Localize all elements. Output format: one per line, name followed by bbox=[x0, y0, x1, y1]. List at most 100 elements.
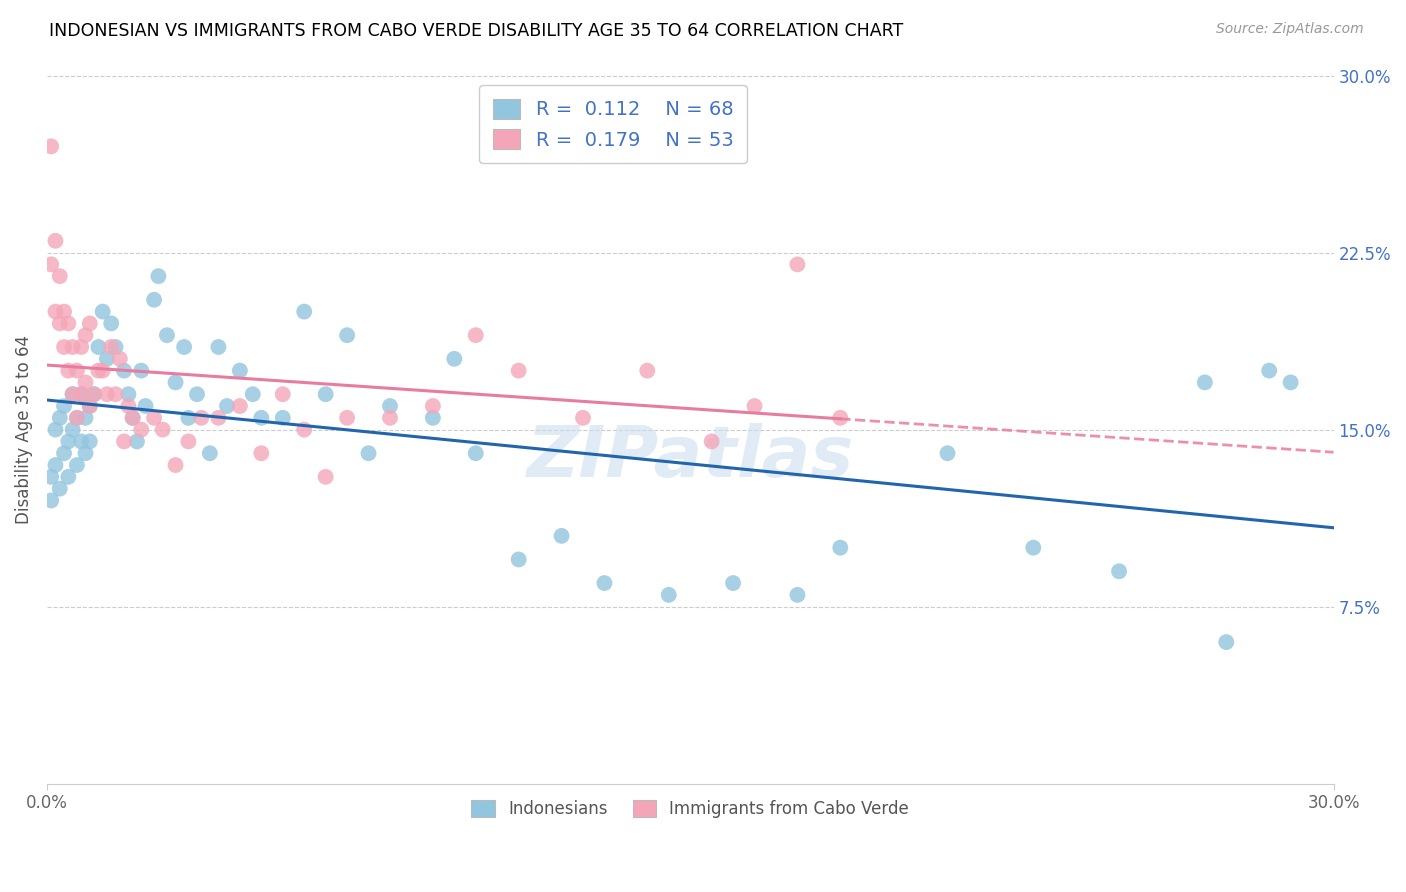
Point bbox=[70, 387, 93, 401]
Point bbox=[422, 410, 444, 425]
Point bbox=[336, 328, 359, 343]
Point bbox=[62, 387, 84, 401]
Point bbox=[357, 446, 380, 460]
Point bbox=[242, 387, 264, 401]
Point bbox=[177, 410, 200, 425]
Point bbox=[104, 387, 127, 401]
Point bbox=[39, 139, 62, 153]
Point bbox=[830, 541, 852, 555]
Point bbox=[572, 410, 595, 425]
Point bbox=[79, 399, 101, 413]
Point bbox=[550, 529, 572, 543]
Point bbox=[143, 410, 166, 425]
Point bbox=[744, 399, 766, 413]
Point bbox=[315, 470, 337, 484]
Point bbox=[70, 387, 93, 401]
Point bbox=[108, 351, 131, 366]
Point bbox=[96, 351, 118, 366]
Point bbox=[721, 576, 744, 591]
Point bbox=[66, 410, 89, 425]
Point bbox=[96, 387, 118, 401]
Point bbox=[165, 458, 187, 472]
Point bbox=[117, 399, 139, 413]
Point bbox=[75, 410, 97, 425]
Point bbox=[443, 351, 465, 366]
Point bbox=[44, 458, 66, 472]
Point bbox=[198, 446, 221, 460]
Point bbox=[58, 434, 80, 449]
Legend: Indonesians, Immigrants from Cabo Verde: Indonesians, Immigrants from Cabo Verde bbox=[465, 794, 915, 825]
Point bbox=[83, 387, 105, 401]
Point bbox=[250, 446, 273, 460]
Point bbox=[62, 423, 84, 437]
Point bbox=[66, 458, 89, 472]
Point bbox=[44, 304, 66, 318]
Point bbox=[66, 363, 89, 377]
Point bbox=[508, 552, 530, 566]
Point bbox=[271, 387, 294, 401]
Point bbox=[58, 317, 80, 331]
Point bbox=[100, 340, 122, 354]
Point bbox=[250, 410, 273, 425]
Point bbox=[229, 363, 252, 377]
Point bbox=[508, 363, 530, 377]
Point bbox=[129, 363, 152, 377]
Point bbox=[936, 446, 959, 460]
Point bbox=[830, 410, 852, 425]
Point bbox=[121, 410, 143, 425]
Text: INDONESIAN VS IMMIGRANTS FROM CABO VERDE DISABILITY AGE 35 TO 64 CORRELATION CHA: INDONESIAN VS IMMIGRANTS FROM CABO VERDE… bbox=[49, 22, 904, 40]
Point bbox=[91, 363, 114, 377]
Point bbox=[62, 387, 84, 401]
Point bbox=[44, 234, 66, 248]
Point bbox=[207, 410, 229, 425]
Point bbox=[49, 482, 72, 496]
Point bbox=[53, 446, 76, 460]
Point bbox=[786, 588, 808, 602]
Point bbox=[229, 399, 252, 413]
Point bbox=[100, 317, 122, 331]
Point bbox=[53, 340, 76, 354]
Point bbox=[636, 363, 658, 377]
Point bbox=[70, 340, 93, 354]
Point bbox=[292, 304, 315, 318]
Point bbox=[422, 399, 444, 413]
Point bbox=[129, 423, 152, 437]
Point bbox=[44, 423, 66, 437]
Point bbox=[39, 470, 62, 484]
Point bbox=[83, 387, 105, 401]
Point bbox=[66, 410, 89, 425]
Point bbox=[700, 434, 723, 449]
Point bbox=[464, 446, 486, 460]
Point bbox=[117, 387, 139, 401]
Point bbox=[87, 340, 110, 354]
Point bbox=[1279, 376, 1302, 390]
Point bbox=[464, 328, 486, 343]
Point bbox=[49, 269, 72, 284]
Point bbox=[165, 376, 187, 390]
Point bbox=[315, 387, 337, 401]
Point bbox=[53, 399, 76, 413]
Point bbox=[75, 376, 97, 390]
Point bbox=[336, 410, 359, 425]
Point bbox=[125, 434, 148, 449]
Point bbox=[173, 340, 195, 354]
Point bbox=[143, 293, 166, 307]
Point bbox=[186, 387, 208, 401]
Point bbox=[148, 269, 170, 284]
Point bbox=[292, 423, 315, 437]
Text: ZIPatlas: ZIPatlas bbox=[526, 424, 853, 492]
Point bbox=[378, 399, 401, 413]
Point bbox=[1215, 635, 1237, 649]
Point bbox=[58, 363, 80, 377]
Text: Source: ZipAtlas.com: Source: ZipAtlas.com bbox=[1216, 22, 1364, 37]
Point bbox=[593, 576, 616, 591]
Point bbox=[658, 588, 681, 602]
Point bbox=[75, 328, 97, 343]
Y-axis label: Disability Age 35 to 64: Disability Age 35 to 64 bbox=[15, 335, 32, 524]
Point bbox=[121, 410, 143, 425]
Point bbox=[49, 317, 72, 331]
Point bbox=[104, 340, 127, 354]
Point bbox=[70, 434, 93, 449]
Point bbox=[112, 363, 135, 377]
Point bbox=[152, 423, 174, 437]
